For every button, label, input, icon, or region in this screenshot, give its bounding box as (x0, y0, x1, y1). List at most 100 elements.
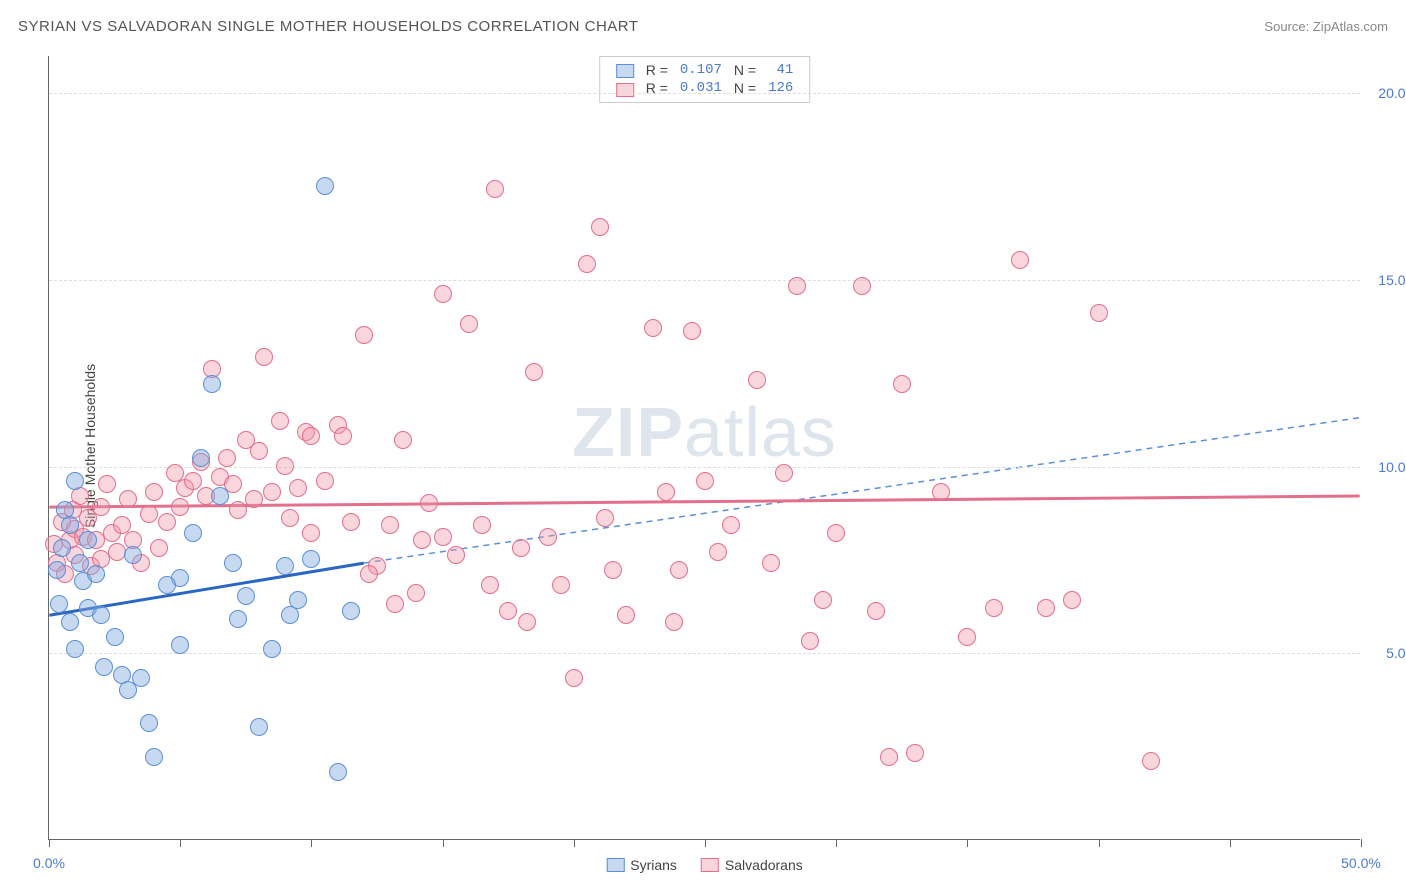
scatter-point-syrians (132, 669, 150, 687)
scatter-point-salvadorans (827, 524, 845, 542)
scatter-point-salvadorans (958, 628, 976, 646)
scatter-point-salvadorans (473, 516, 491, 534)
scatter-point-salvadorans (617, 606, 635, 624)
scatter-point-salvadorans (434, 285, 452, 303)
scatter-plot: ZIPatlas R = 0.107 N = 41 R = 0.031 N = … (48, 56, 1360, 840)
x-tick-label: 0.0% (33, 855, 65, 871)
scatter-point-syrians (276, 557, 294, 575)
scatter-point-salvadorans (447, 546, 465, 564)
legend-item-syrians: Syrians (606, 857, 677, 873)
legend-item-salvadorans: Salvadorans (701, 857, 803, 873)
x-tick (180, 839, 181, 847)
scatter-point-salvadorans (302, 427, 320, 445)
scatter-point-salvadorans (670, 561, 688, 579)
y-tick-label: 20.0% (1378, 85, 1406, 101)
scatter-point-salvadorans (263, 483, 281, 501)
scatter-point-salvadorans (250, 442, 268, 460)
scatter-point-syrians (106, 628, 124, 646)
scatter-point-salvadorans (481, 576, 499, 594)
scatter-point-salvadorans (644, 319, 662, 337)
scatter-point-syrians (95, 658, 113, 676)
scatter-point-syrians (224, 554, 242, 572)
swatch-syrians-icon (606, 858, 624, 872)
scatter-point-salvadorans (276, 457, 294, 475)
scatter-point-salvadorans (394, 431, 412, 449)
scatter-point-salvadorans (158, 513, 176, 531)
scatter-point-salvadorans (525, 363, 543, 381)
y-tick-label: 10.0% (1378, 459, 1406, 475)
scatter-point-salvadorans (604, 561, 622, 579)
scatter-point-syrians (229, 610, 247, 628)
scatter-point-salvadorans (334, 427, 352, 445)
scatter-point-salvadorans (518, 613, 536, 631)
scatter-point-syrians (79, 531, 97, 549)
scatter-point-salvadorans (360, 565, 378, 583)
scatter-point-salvadorans (342, 513, 360, 531)
x-tick (967, 839, 968, 847)
scatter-point-syrians (342, 602, 360, 620)
scatter-point-salvadorans (578, 255, 596, 273)
scatter-point-syrians (66, 472, 84, 490)
scatter-point-salvadorans (420, 494, 438, 512)
scatter-point-salvadorans (814, 591, 832, 609)
scatter-point-salvadorans (1090, 304, 1108, 322)
scatter-point-salvadorans (539, 528, 557, 546)
x-tick (1361, 839, 1362, 847)
scatter-point-salvadorans (985, 599, 1003, 617)
scatter-point-salvadorans (906, 744, 924, 762)
x-tick (1099, 839, 1100, 847)
legend-row-syrians: R = 0.107 N = 41 (610, 61, 800, 79)
scatter-point-salvadorans (499, 602, 517, 620)
scatter-point-syrians (92, 606, 110, 624)
scatter-point-salvadorans (657, 483, 675, 501)
scatter-point-salvadorans (1142, 752, 1160, 770)
scatter-point-syrians (203, 375, 221, 393)
scatter-point-syrians (61, 516, 79, 534)
scatter-point-salvadorans (683, 322, 701, 340)
y-tick-label: 15.0% (1378, 272, 1406, 288)
scatter-point-salvadorans (486, 180, 504, 198)
scatter-point-salvadorans (460, 315, 478, 333)
scatter-point-syrians (171, 636, 189, 654)
scatter-point-salvadorans (289, 479, 307, 497)
scatter-point-salvadorans (92, 498, 110, 516)
chart-source: Source: ZipAtlas.com (1264, 19, 1388, 34)
legend-stats-box: R = 0.107 N = 41 R = 0.031 N = 126 (599, 56, 811, 103)
scatter-point-salvadorans (788, 277, 806, 295)
scatter-point-salvadorans (150, 539, 168, 557)
scatter-point-salvadorans (434, 528, 452, 546)
scatter-point-salvadorans (853, 277, 871, 295)
scatter-point-salvadorans (596, 509, 614, 527)
scatter-point-syrians (87, 565, 105, 583)
scatter-point-salvadorans (748, 371, 766, 389)
chart-title: SYRIAN VS SALVADORAN SINGLE MOTHER HOUSE… (18, 18, 639, 35)
scatter-point-syrians (281, 606, 299, 624)
x-tick (443, 839, 444, 847)
swatch-syrians (616, 64, 634, 78)
scatter-point-salvadorans (709, 543, 727, 561)
scatter-point-syrians (184, 524, 202, 542)
scatter-point-salvadorans (801, 632, 819, 650)
scatter-point-salvadorans (119, 490, 137, 508)
x-tick-label: 50.0% (1341, 855, 1381, 871)
scatter-point-salvadorans (722, 516, 740, 534)
scatter-point-syrians (329, 763, 347, 781)
scatter-point-salvadorans (1011, 251, 1029, 269)
scatter-point-syrians (250, 718, 268, 736)
swatch-salvadorans (616, 83, 634, 97)
scatter-point-salvadorans (665, 613, 683, 631)
gridline (49, 280, 1360, 281)
watermark: ZIPatlas (572, 392, 837, 472)
scatter-point-syrians (48, 561, 66, 579)
legend-row-salvadorans: R = 0.031 N = 126 (610, 79, 800, 97)
scatter-point-syrians (71, 554, 89, 572)
scatter-point-salvadorans (255, 348, 273, 366)
scatter-point-syrians (53, 539, 71, 557)
scatter-point-salvadorans (880, 748, 898, 766)
swatch-salvadorans-icon (701, 858, 719, 872)
scatter-point-salvadorans (218, 449, 236, 467)
y-tick-label: 5.0% (1386, 645, 1406, 661)
scatter-point-syrians (302, 550, 320, 568)
x-tick (705, 839, 706, 847)
scatter-point-salvadorans (281, 509, 299, 527)
